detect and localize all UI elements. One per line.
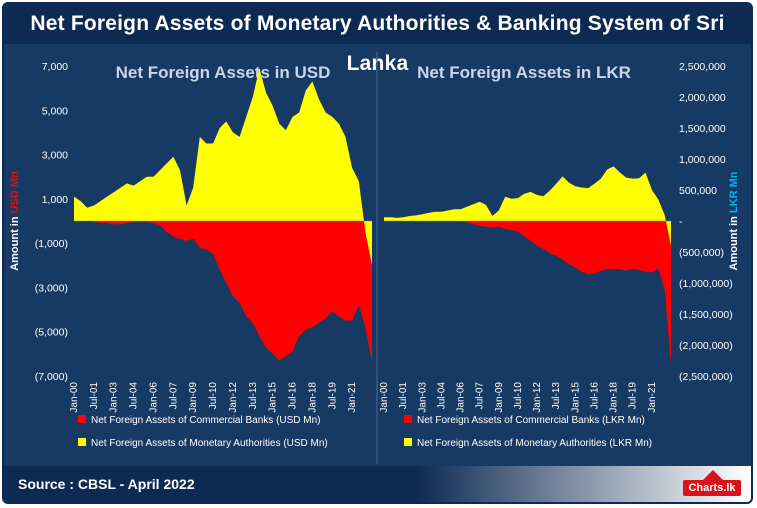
legend-label: Net Foreign Assets of Commercial Banks (… bbox=[417, 415, 645, 426]
x-tick-label: Jan-15 bbox=[570, 382, 581, 413]
y-tick-label: (7,000) bbox=[35, 371, 68, 383]
series-area-monetary-authorities bbox=[74, 68, 372, 266]
legend-label: Net Foreign Assets of Monetary Authoriti… bbox=[417, 438, 652, 449]
x-tick-label: Jul-01 bbox=[89, 382, 100, 410]
x-tick-label: Jan-15 bbox=[268, 382, 279, 413]
y-tick-label: 7,000 bbox=[42, 61, 68, 73]
logo-text: Charts.lk bbox=[683, 480, 741, 496]
x-tick-label: Jul-10 bbox=[513, 382, 524, 410]
y-tick-label: 5,000 bbox=[42, 105, 68, 117]
series-area-monetary-authorities bbox=[384, 166, 671, 246]
x-tick-label: Jul-13 bbox=[248, 382, 259, 410]
charts-lk-logo: Charts.lk bbox=[681, 470, 743, 498]
x-tick-label: Jul-10 bbox=[208, 382, 219, 410]
x-tick-label: Jul-19 bbox=[628, 382, 639, 410]
y-axis-label: Amount in LKR Mn bbox=[728, 171, 740, 270]
x-tick-label: Jan-12 bbox=[228, 382, 239, 413]
x-tick-label: Jul-16 bbox=[589, 382, 600, 410]
chart-title: Net Foreign Assets in LKR bbox=[417, 63, 631, 82]
y-tick-label: (1,000) bbox=[35, 238, 68, 250]
x-tick-label: Jan-03 bbox=[109, 382, 120, 413]
x-tick-label: Jul-01 bbox=[398, 382, 409, 410]
y-axis-label: Amount in USD Mn bbox=[9, 171, 21, 271]
y-tick-label: (1,500,000) bbox=[679, 309, 733, 321]
y-tick-label: (2,500,000) bbox=[679, 371, 733, 383]
charts-area: Net Foreign Assets in USD 7,000 5,000 3,000… bbox=[4, 44, 751, 468]
source-text: Source : CBSL - April 2022 bbox=[18, 476, 195, 492]
x-tick-label: Jul-04 bbox=[436, 382, 447, 410]
y-tick-label: (3,000) bbox=[35, 282, 68, 294]
y-tick-label: 3,000 bbox=[42, 150, 68, 162]
x-tick-label: Jan-21 bbox=[647, 382, 658, 413]
legend-swatch bbox=[78, 415, 86, 423]
chart-panel-1: Net Foreign Assets in USD 7,000 5,000 3,000… bbox=[9, 61, 372, 449]
x-tick-label: Jan-12 bbox=[532, 382, 543, 413]
x-tick-label: Jan-18 bbox=[307, 382, 318, 413]
y-tick-label: (5,000) bbox=[35, 327, 68, 339]
x-tick-label: Jan-06 bbox=[456, 382, 467, 413]
x-tick-label: Jan-09 bbox=[494, 382, 505, 413]
y-tick-label: 2,500,000 bbox=[679, 61, 726, 73]
chart-title: Net Foreign Assets in USD bbox=[116, 63, 331, 82]
y-tick-label: 1,500,000 bbox=[679, 123, 726, 135]
y-tick-label: (500,000) bbox=[679, 247, 724, 259]
y-tick-label: 1,000 bbox=[42, 194, 68, 206]
y-tick-label: (2,000,000) bbox=[679, 340, 733, 352]
house-icon bbox=[703, 470, 723, 480]
x-tick-label: Jan-09 bbox=[188, 382, 199, 413]
y-tick-label: 2,000,000 bbox=[679, 92, 726, 104]
x-tick-label: Jul-07 bbox=[168, 382, 179, 410]
series-area-commercial-banks bbox=[74, 214, 372, 363]
y-tick-label: - bbox=[679, 216, 683, 228]
legend-swatch bbox=[78, 438, 86, 446]
chart-panel-2: Net Foreign Assets in LKR 2,500,000 2,000,… bbox=[379, 61, 740, 449]
footer: Source : CBSL - April 2022 Charts.lk bbox=[4, 466, 751, 502]
legend-label: Net Foreign Assets of Monetary Authoriti… bbox=[91, 438, 328, 449]
charts-svg: Net Foreign Assets in USD 7,000 5,000 3,000… bbox=[9, 52, 740, 464]
x-tick-label: Jan-00 bbox=[379, 382, 390, 413]
legend-swatch bbox=[404, 415, 412, 423]
legend-swatch bbox=[404, 438, 412, 446]
x-tick-label: Jul-16 bbox=[288, 382, 299, 410]
x-tick-label: Jan-00 bbox=[69, 382, 80, 413]
y-tick-label: (1,000,000) bbox=[679, 278, 733, 290]
x-tick-label: Jan-06 bbox=[148, 382, 159, 413]
x-tick-label: Jul-07 bbox=[475, 382, 486, 410]
x-tick-label: Jan-03 bbox=[417, 382, 428, 413]
x-tick-label: Jul-19 bbox=[327, 382, 338, 410]
y-tick-label: 500,000 bbox=[679, 185, 717, 197]
page-title: Net Foreign Assets of Monetary Authoriti… bbox=[4, 4, 751, 75]
x-tick-label: Jul-04 bbox=[129, 382, 140, 410]
legend-label: Net Foreign Assets of Commercial Banks (… bbox=[91, 415, 321, 426]
x-tick-label: Jan-21 bbox=[347, 382, 358, 413]
x-tick-label: Jul-13 bbox=[551, 382, 562, 410]
x-tick-label: Jan-18 bbox=[609, 382, 620, 413]
series-area-commercial-banks bbox=[384, 220, 671, 364]
y-tick-label: 1,000,000 bbox=[679, 154, 726, 166]
